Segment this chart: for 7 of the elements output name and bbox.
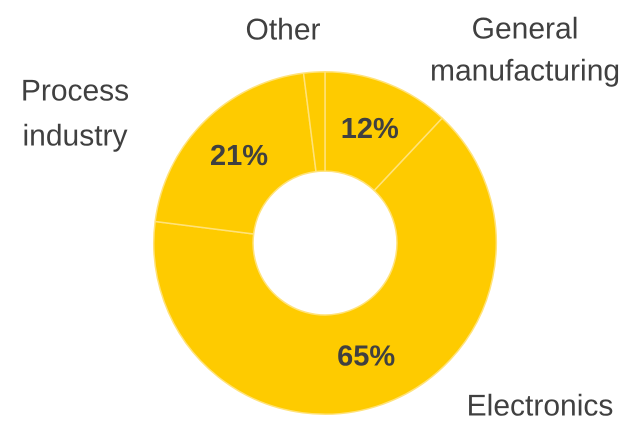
data-label: 21% bbox=[210, 140, 268, 172]
slice-label: General manufacturing bbox=[430, 12, 620, 88]
slice-label: Other bbox=[245, 13, 321, 46]
data-label: 65% bbox=[337, 340, 396, 372]
slice-label: Electronics bbox=[466, 389, 614, 422]
slice-label: Process industry bbox=[20, 74, 130, 152]
data-label: 12% bbox=[340, 112, 399, 145]
